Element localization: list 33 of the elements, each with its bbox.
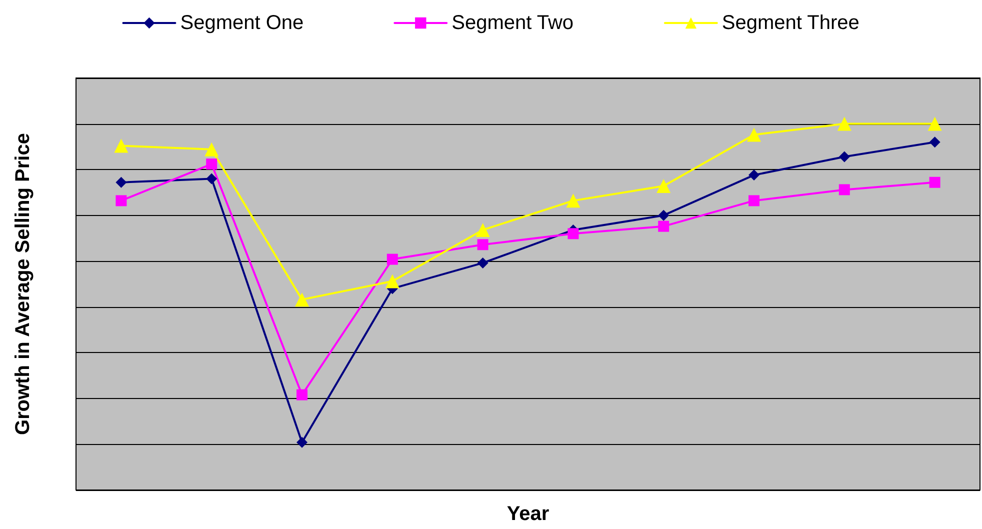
point [568, 228, 579, 240]
legend-label: Segment Two [452, 12, 574, 34]
point [296, 436, 308, 448]
point [295, 292, 309, 307]
point [385, 274, 400, 288]
point [114, 138, 128, 153]
point [747, 128, 761, 142]
point [929, 176, 940, 188]
point [116, 176, 127, 188]
point [748, 195, 760, 206]
point [838, 184, 850, 196]
point [477, 239, 488, 250]
legend-label: Segment One [180, 12, 304, 34]
point [928, 116, 942, 131]
point [658, 220, 670, 232]
point [929, 136, 940, 148]
y-axis-title: Growth in Average Selling Price [12, 133, 34, 435]
point [748, 170, 760, 181]
point [116, 195, 127, 206]
point [656, 179, 671, 194]
point [386, 254, 398, 265]
point [476, 222, 490, 237]
point [206, 173, 218, 184]
point [838, 151, 850, 162]
point [477, 257, 488, 268]
point [658, 210, 670, 221]
point [296, 389, 308, 400]
point [566, 194, 580, 208]
point [206, 158, 218, 170]
point [204, 142, 219, 156]
x-axis-title: Year [506, 503, 550, 525]
legend-label: Segment Three [722, 12, 860, 34]
point [837, 116, 852, 131]
